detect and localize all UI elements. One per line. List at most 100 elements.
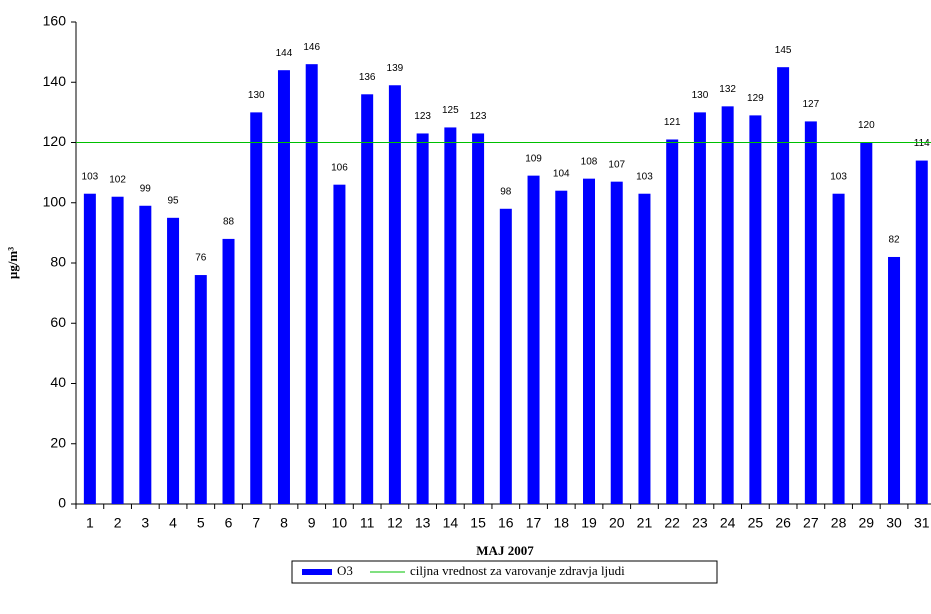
- y-tick-label: 80: [50, 254, 66, 270]
- x-tick-label: 14: [443, 515, 459, 531]
- value-label: 130: [248, 90, 265, 101]
- y-tick-label: 160: [43, 13, 67, 29]
- bar: [361, 94, 374, 505]
- bar: [499, 208, 512, 504]
- x-tick-label: 19: [581, 515, 597, 531]
- bar: [111, 196, 124, 504]
- value-label: 123: [414, 111, 431, 122]
- value-label: 123: [470, 111, 487, 122]
- x-tick-label: 28: [831, 515, 847, 531]
- bar: [860, 142, 873, 504]
- value-label: 108: [581, 156, 598, 167]
- y-tick-label: 100: [43, 193, 67, 209]
- bar: [472, 133, 485, 504]
- bar: [416, 133, 429, 504]
- value-label: 98: [500, 186, 512, 197]
- x-tick-label: 4: [169, 515, 177, 531]
- value-label: 103: [636, 171, 653, 182]
- legend-swatch: [302, 569, 332, 575]
- value-label: 136: [359, 72, 376, 83]
- x-tick-label: 3: [141, 515, 149, 531]
- x-tick-label: 20: [609, 515, 625, 531]
- y-tick-label: 40: [50, 374, 66, 390]
- bar: [721, 106, 734, 504]
- value-label: 95: [167, 195, 179, 206]
- bar: [277, 70, 290, 504]
- x-tick-label: 26: [775, 515, 791, 531]
- bar: [777, 67, 790, 504]
- x-tick-label: 18: [553, 515, 569, 531]
- legend-box: [291, 560, 718, 584]
- bar: [527, 175, 540, 504]
- value-label: 130: [692, 90, 709, 101]
- y-tick-label: 0: [58, 495, 66, 511]
- bar: [222, 238, 235, 504]
- x-tick-label: 11: [360, 515, 375, 531]
- y-tick-label: 20: [50, 434, 66, 450]
- bar: [194, 275, 207, 504]
- bar: [888, 256, 901, 504]
- value-label: 102: [109, 174, 126, 185]
- value-label: 82: [888, 235, 900, 246]
- x-tick-label: 13: [415, 515, 431, 531]
- value-label: 76: [195, 253, 207, 264]
- bar: [749, 115, 762, 504]
- bar: [804, 121, 817, 504]
- bar: [555, 190, 568, 504]
- bar: [610, 181, 623, 504]
- bar: [333, 184, 346, 505]
- value-label: 146: [303, 42, 320, 53]
- bar: [250, 112, 263, 504]
- x-tick-label: 15: [470, 515, 486, 531]
- value-label: 107: [608, 159, 625, 170]
- bar: [666, 139, 679, 505]
- bar: [444, 127, 457, 504]
- x-tick-label: 29: [859, 515, 875, 531]
- x-tick-label: 25: [748, 515, 764, 531]
- bar: [832, 193, 845, 504]
- value-label: 127: [803, 99, 820, 110]
- legend-label: O3: [337, 563, 353, 578]
- bar: [167, 217, 180, 504]
- bar: [583, 178, 596, 504]
- value-label: 129: [747, 93, 764, 104]
- y-tick-label: 140: [43, 73, 67, 89]
- bar: [638, 193, 651, 504]
- bar: [388, 85, 401, 504]
- x-tick-label: 10: [332, 515, 348, 531]
- value-label: 114: [914, 138, 930, 149]
- value-label: 103: [830, 171, 847, 182]
- x-axis-title: MAJ 2007: [476, 543, 534, 558]
- x-tick-label: 27: [803, 515, 819, 531]
- x-tick-label: 9: [308, 515, 316, 531]
- y-tick-label: 60: [50, 314, 66, 330]
- x-tick-label: 2: [114, 515, 122, 531]
- value-label: 88: [223, 217, 235, 228]
- legend-label: ciljna vrednost za varovanje zdravja lju…: [410, 563, 625, 578]
- value-label: 99: [140, 183, 152, 194]
- value-label: 109: [525, 153, 542, 164]
- x-tick-label: 5: [197, 515, 205, 531]
- value-label: 120: [858, 120, 875, 131]
- value-label: 103: [82, 171, 99, 182]
- x-tick-label: 6: [225, 515, 233, 531]
- x-tick-label: 30: [886, 515, 902, 531]
- bar: [139, 205, 152, 504]
- x-tick-label: 23: [692, 515, 708, 531]
- bar: [305, 64, 318, 505]
- value-label: 104: [553, 168, 570, 179]
- value-label: 144: [276, 48, 293, 59]
- x-tick-label: 1: [86, 515, 94, 531]
- x-tick-label: 31: [914, 515, 930, 531]
- x-tick-label: 7: [252, 515, 260, 531]
- x-tick-label: 16: [498, 515, 514, 531]
- x-tick-label: 21: [637, 515, 653, 531]
- x-tick-label: 22: [664, 515, 680, 531]
- x-tick-label: 12: [387, 515, 403, 531]
- y-tick-label: 120: [43, 133, 67, 149]
- bar: [693, 112, 706, 504]
- bar: [915, 160, 928, 504]
- x-tick-label: 17: [526, 515, 542, 531]
